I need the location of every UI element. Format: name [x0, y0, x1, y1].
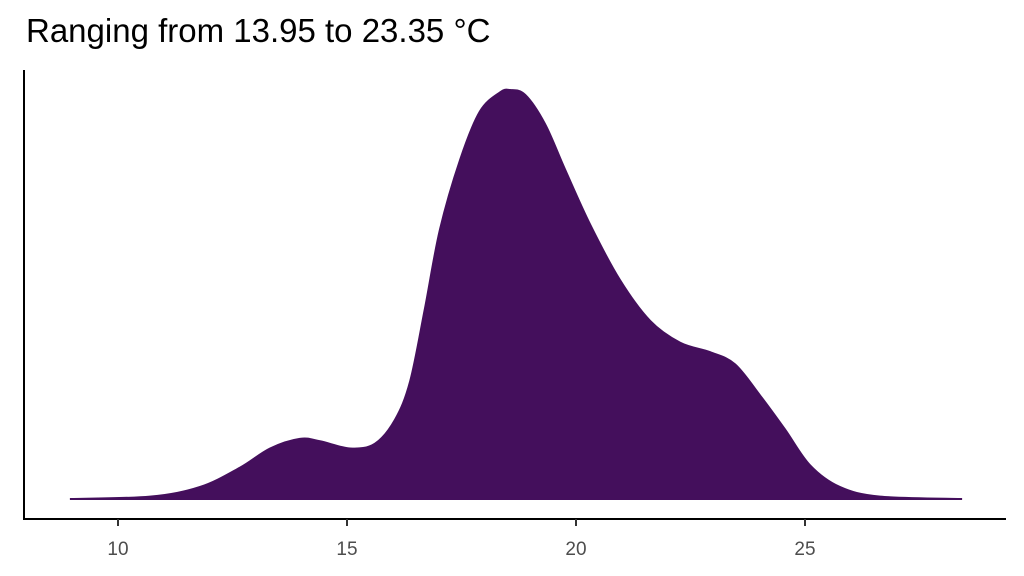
density-area — [69, 88, 963, 500]
x-tick-label: 10 — [107, 539, 128, 560]
x-tick-label: 25 — [794, 539, 815, 560]
x-tick-label: 20 — [565, 539, 586, 560]
x-tick-label: 15 — [336, 539, 357, 560]
chart-title: Ranging from 13.95 to 23.35 °C — [26, 12, 491, 49]
